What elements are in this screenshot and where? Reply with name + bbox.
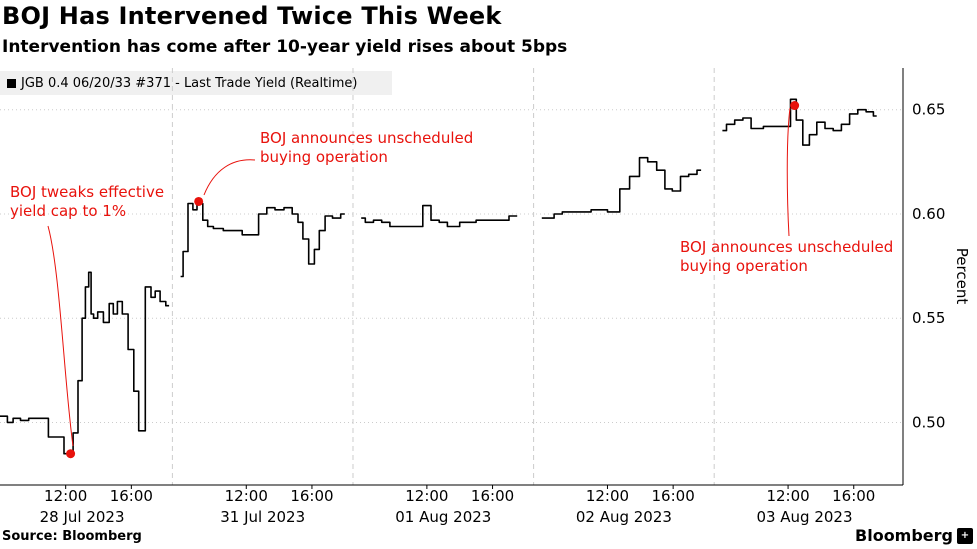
x-day-label: 03 Aug 2023 — [756, 508, 852, 526]
intervention-marker — [66, 449, 76, 459]
series-segment — [361, 204, 518, 228]
annotation-text: BOJ announces unscheduled — [260, 129, 473, 147]
chart-title: BOJ Has Intervened Twice This Week — [2, 2, 502, 30]
y-tick-label: 0.50 — [912, 413, 945, 431]
bloomberg-plus-icon: + — [957, 527, 973, 544]
x-tick-label: 16:00 — [832, 487, 875, 505]
legend: JGB 0.4 06/20/33 #371 - Last Trade Yield… — [0, 71, 392, 95]
x-tick-label: 16:00 — [110, 487, 153, 505]
annotation-text: BOJ tweaks effective — [10, 183, 164, 201]
series-line — [0, 98, 877, 455]
brand-name: Bloomberg — [855, 526, 953, 545]
y-tick-label: 0.65 — [912, 101, 945, 119]
y-tick-label: 0.60 — [912, 205, 945, 223]
series-segment — [180, 198, 345, 278]
x-tick-label: 12:00 — [766, 487, 809, 505]
legend-label: JGB 0.4 06/20/33 #371 - Last Trade Yield… — [21, 75, 358, 91]
x-day-label: 31 Jul 2023 — [220, 508, 305, 526]
annotation-text: BOJ announces unscheduled — [680, 238, 893, 256]
y-axis-label: Percent — [953, 248, 971, 305]
grid — [0, 68, 903, 485]
x-day-label: 01 Aug 2023 — [395, 508, 491, 526]
source-note: Source: Bloomberg — [2, 529, 142, 544]
x-day-label: 28 Jul 2023 — [40, 508, 125, 526]
x-tick-label: 16:00 — [290, 487, 333, 505]
x-tick-label: 16:00 — [652, 487, 695, 505]
series-segment — [0, 271, 170, 455]
annotation-text: buying operation — [260, 148, 388, 166]
intervention-marker — [790, 101, 800, 111]
annotation-text: yield cap to 1% — [10, 202, 126, 220]
intervention-marker — [194, 196, 204, 206]
annotation-leader-line — [47, 225, 74, 447]
annotation-leader-line — [786, 107, 791, 237]
series-segment — [722, 98, 877, 146]
x-day-label: 02 Aug 2023 — [576, 508, 672, 526]
annotation-leader-line — [203, 159, 256, 196]
annotation-text: buying operation — [680, 257, 808, 275]
chart-subtitle: Intervention has come after 10-year yiel… — [2, 37, 568, 57]
x-tick-label: 12:00 — [586, 487, 629, 505]
series-segment — [541, 156, 702, 219]
x-tick-label: 12:00 — [44, 487, 87, 505]
y-tick-label: 0.55 — [912, 309, 945, 327]
x-tick-label: 12:00 — [405, 487, 448, 505]
legend-swatch — [7, 78, 16, 88]
axes: 0.50 0.55 0.60 0.65 Percent 12:00 16:00 12:00 16… — [0, 68, 971, 526]
x-tick-label: 12:00 — [225, 487, 268, 505]
bloomberg-logo: Bloomberg + — [855, 526, 973, 545]
x-tick-label: 16:00 — [471, 487, 514, 505]
